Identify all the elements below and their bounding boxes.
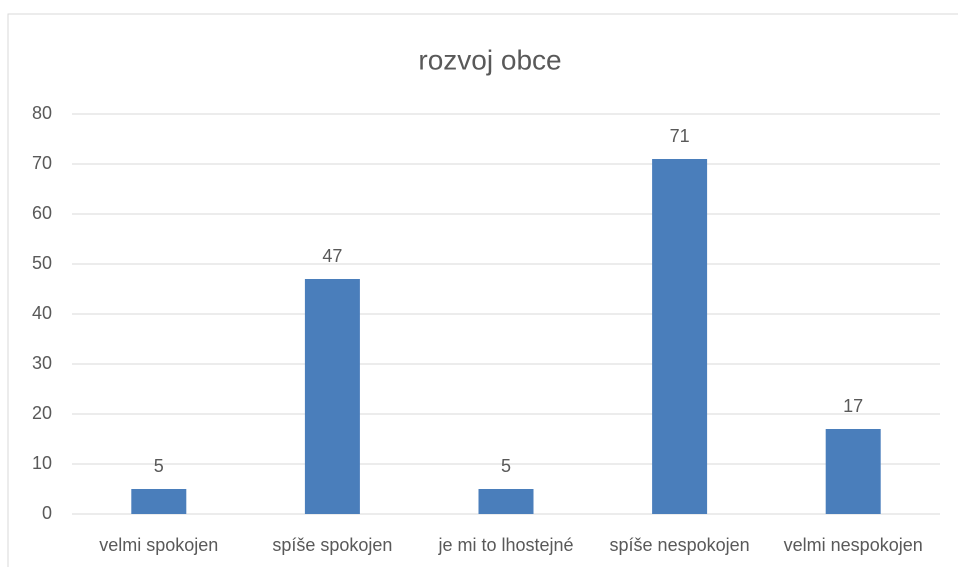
y-tick-label: 50 — [32, 253, 52, 273]
x-tick-label: velmi nespokojen — [784, 535, 923, 555]
data-label: 71 — [670, 126, 690, 146]
x-tick-label: spíše nespokojen — [610, 535, 750, 555]
chart-title: rozvoj obce — [418, 44, 561, 75]
x-tick-label: je mi to lhostejné — [437, 535, 573, 555]
bar — [131, 489, 187, 514]
y-tick-label: 80 — [32, 103, 52, 123]
data-label: 47 — [322, 246, 342, 266]
bar — [825, 429, 881, 514]
chart-frame — [7, 13, 958, 567]
data-label: 17 — [843, 396, 863, 416]
y-tick-label: 10 — [32, 453, 52, 473]
y-tick-label: 40 — [32, 303, 52, 323]
y-tick-label: 0 — [42, 503, 52, 523]
y-tick-label: 20 — [32, 403, 52, 423]
bar — [652, 159, 708, 514]
y-tick-label: 30 — [32, 353, 52, 373]
y-tick-label: 70 — [32, 153, 52, 173]
x-tick-label: velmi spokojen — [99, 535, 218, 555]
data-label: 5 — [154, 456, 164, 476]
bar — [304, 279, 360, 514]
x-tick-label: spíše spokojen — [272, 535, 392, 555]
bar — [478, 489, 534, 514]
data-label: 5 — [501, 456, 511, 476]
y-tick-label: 60 — [32, 203, 52, 223]
